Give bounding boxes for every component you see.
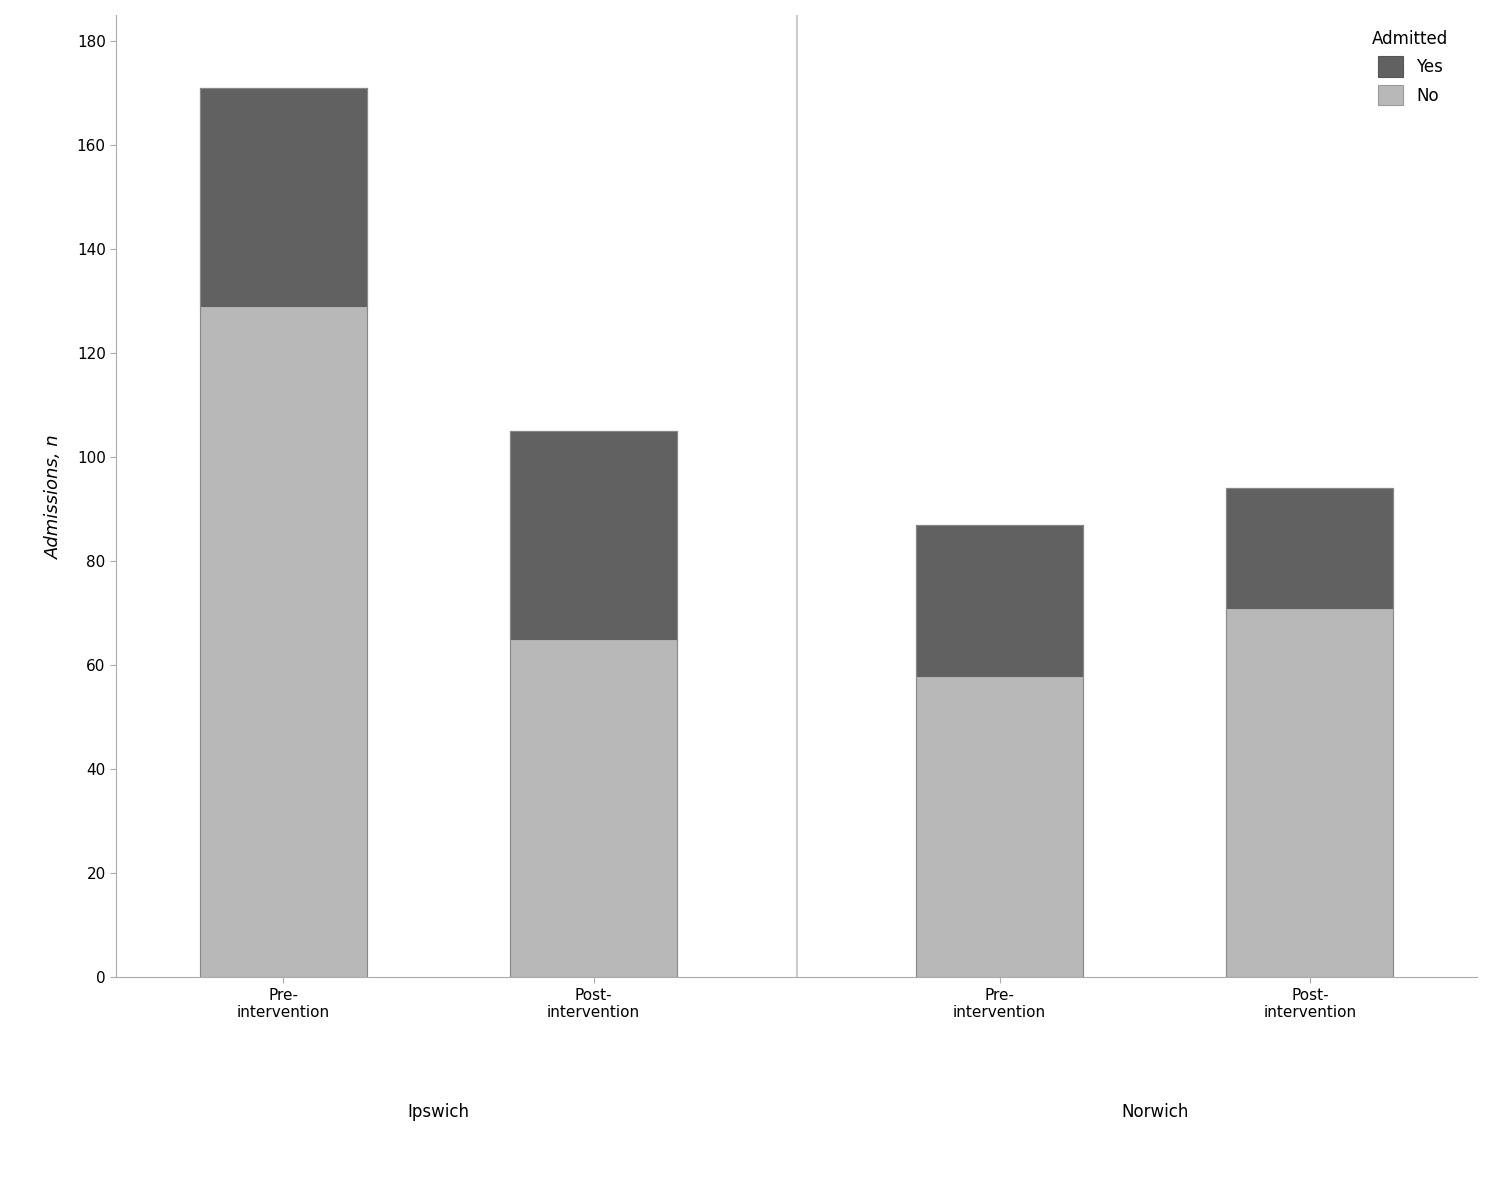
Bar (510, 431, 677, 977)
Bar (510, 639, 677, 977)
Bar (510, 431, 677, 639)
Bar (200, 88, 367, 977)
Bar (1226, 488, 1394, 608)
Legend: Yes, No: Yes, No (1365, 23, 1455, 112)
Bar (200, 307, 367, 977)
Bar (916, 676, 1083, 977)
Bar (916, 525, 1083, 977)
Bar (1226, 488, 1394, 977)
Text: Norwich: Norwich (1120, 1102, 1189, 1120)
Bar (200, 88, 367, 307)
Text: Ipswich: Ipswich (407, 1102, 470, 1120)
Y-axis label: Admissions, n: Admissions, n (45, 434, 63, 558)
Bar (1226, 608, 1394, 977)
Bar (916, 525, 1083, 676)
